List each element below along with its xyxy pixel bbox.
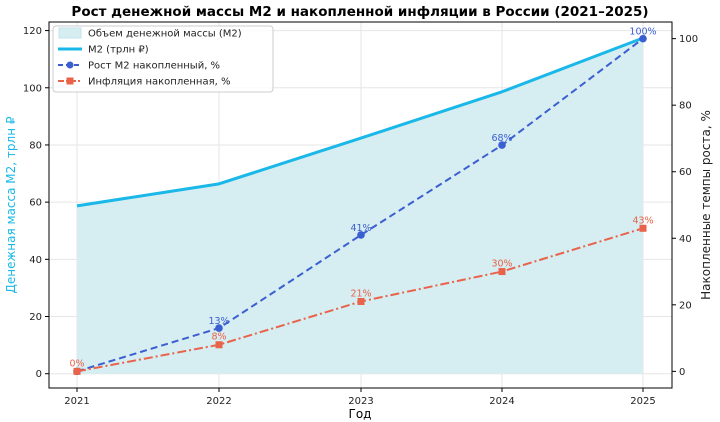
y-left-tick-label: 0 [36, 369, 42, 380]
y-right-tick-label: 0 [679, 367, 685, 378]
data-label-m2-growth: 13% [208, 316, 229, 327]
x-tick-label: 2023 [348, 396, 373, 407]
point-m2-growth [639, 34, 647, 43]
legend-label: Рост М2 накопленный, % [88, 61, 220, 72]
data-label-m2-growth: 41% [350, 223, 371, 234]
y-right-tick-label: 100 [679, 34, 698, 45]
data-label-m2-growth: 100% [629, 27, 656, 38]
legend-swatch-area [58, 27, 82, 39]
data-label-inflation: 8% [211, 332, 226, 343]
y-axis-right-title: Накопленные темпы роста, % [699, 110, 713, 300]
point-m2-growth [215, 324, 223, 332]
line-m2 [76, 36, 644, 208]
legend-label: Инфляция накопленная, % [88, 77, 230, 88]
legend-marker-inflation [66, 77, 74, 85]
y-axis-left-title: Денежная масса М2, трлн ₽ [4, 116, 18, 293]
plot-marks: 13% 41% 68% 100% 0% 8% 21% 30% 43% [69, 27, 657, 376]
y-right-tick-label: 80 [679, 101, 692, 112]
point-m2-growth [498, 141, 506, 149]
line-m2-growth [76, 37, 644, 373]
legend-label: М2 (трлн ₽) [88, 45, 149, 56]
y-right-tick-label: 20 [679, 300, 692, 311]
point-inflation [73, 367, 81, 375]
data-label-inflation: 30% [491, 259, 512, 270]
axes: 2021 2022 2023 2024 2025 0 20 40 60 80 100 120 0 20 40… [23, 26, 698, 407]
y-left-tick-label: 100 [23, 83, 42, 94]
area-m2-volume [77, 38, 643, 374]
point-inflation [639, 224, 647, 232]
point-inflation [357, 297, 365, 305]
legend-marker-growth [66, 61, 74, 69]
legend-box [52, 25, 274, 93]
data-label-inflation: 43% [632, 215, 653, 226]
point-inflation [215, 341, 223, 349]
legend: Объем денежной массы (М2) М2 (трлн ₽) Рост… [52, 25, 274, 93]
x-tick-label: 2022 [206, 396, 231, 407]
y-left-tick-label: 20 [29, 312, 42, 323]
data-label-inflation: 0% [69, 358, 84, 369]
x-tick-label: 2024 [489, 396, 514, 407]
y-right-tick-label: 40 [679, 234, 692, 245]
data-label-inflation: 21% [350, 288, 371, 299]
point-inflation [498, 268, 506, 276]
data-label-m2-growth: 68% [491, 133, 512, 144]
chart-title: Рост денежной массы М2 и накопленной инф… [71, 4, 648, 20]
y-left-tick-label: 60 [29, 198, 42, 209]
y-left-tick-label: 80 [29, 140, 42, 151]
legend-label: Объем денежной массы (М2) [88, 29, 242, 40]
x-tick-label: 2025 [630, 396, 655, 407]
y-left-tick-label: 40 [29, 255, 42, 266]
x-axis-title: Год [349, 407, 372, 421]
x-tick-label: 2021 [64, 396, 89, 407]
y-left-tick-label: 120 [23, 26, 42, 37]
point-m2-growth [357, 231, 365, 239]
y-right-tick-label: 60 [679, 167, 692, 178]
